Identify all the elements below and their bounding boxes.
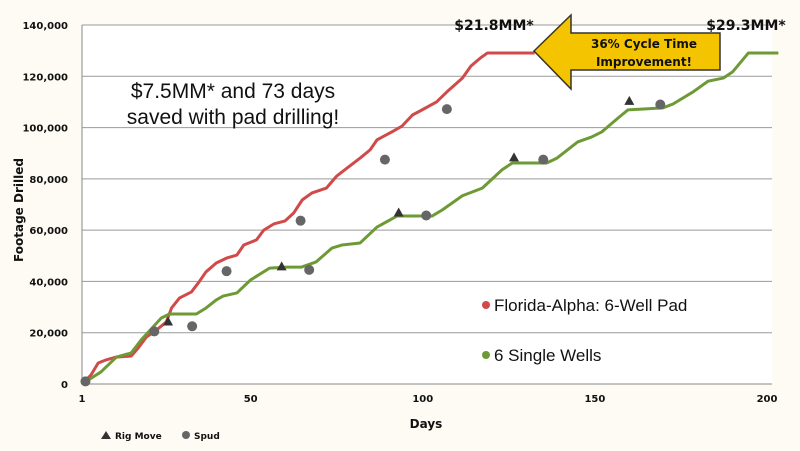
rig-move-marker	[393, 207, 404, 217]
y-tick-label: 20,000	[29, 329, 68, 340]
arrow-text-line2: Improvement!	[596, 55, 692, 69]
rig-move-marker	[624, 95, 635, 105]
legend-dot-single	[482, 351, 490, 359]
savings-annotation-line1: $7.5MM* and 73 days	[131, 80, 335, 103]
savings-annotation-line2: saved with pad drilling!	[127, 106, 339, 129]
legend-label-pad: Florida-Alpha: 6-Well Pad	[494, 296, 687, 315]
x-tick-label: 1	[79, 394, 86, 405]
spud-marker	[304, 264, 315, 275]
rig-move-marker	[163, 316, 174, 326]
x-tick-label: 100	[412, 394, 433, 405]
marker-legend: Rig Move Spud	[101, 431, 220, 442]
spud-marker	[379, 154, 390, 165]
rig-move-legend-icon	[101, 431, 111, 439]
y-tick-label: 140,000	[22, 21, 68, 32]
spud-marker	[80, 376, 91, 387]
legend-label-single: 6 Single Wells	[494, 346, 601, 365]
x-axis-label: Days	[410, 417, 443, 431]
y-tick-label: 40,000	[29, 277, 68, 288]
spud-legend-label: Spud	[194, 432, 220, 442]
single-cost-label: $29.3MM*	[706, 18, 786, 34]
spud-marker	[421, 210, 432, 221]
spud-marker	[187, 321, 198, 332]
spud-marker	[295, 215, 306, 226]
spud-marker	[538, 154, 549, 165]
x-tick-label: 50	[244, 394, 258, 405]
rig-move-legend-label: Rig Move	[115, 432, 162, 442]
pad-cost-label: $21.8MM*	[454, 18, 534, 34]
arrow-text-line1: 36% Cycle Time	[591, 37, 697, 51]
y-tick-label: 120,000	[22, 72, 68, 83]
legend-dot-pad	[482, 301, 490, 309]
rig-move-marker	[276, 261, 287, 271]
spud-marker	[221, 266, 232, 277]
y-tick-label: 60,000	[29, 226, 68, 237]
spud-marker	[149, 326, 160, 337]
spud-legend-icon	[182, 431, 190, 439]
plot-area	[82, 25, 772, 384]
x-tick-label: 200	[757, 394, 778, 405]
legend: Florida-Alpha: 6-Well Pad 6 Single Wells	[482, 296, 687, 365]
y-tick-label: 100,000	[22, 124, 68, 135]
x-tick-label: 150	[584, 394, 605, 405]
rig-move-marker	[508, 152, 519, 162]
cycle-time-arrow	[532, 13, 721, 91]
y-tick-label: 80,000	[29, 175, 68, 186]
series-line-pad	[80, 51, 535, 386]
y-tick-label: 0	[61, 380, 68, 391]
spud-marker	[655, 99, 666, 110]
spud-marker	[441, 104, 452, 115]
y-axis-label: Footage Drilled	[12, 158, 26, 262]
